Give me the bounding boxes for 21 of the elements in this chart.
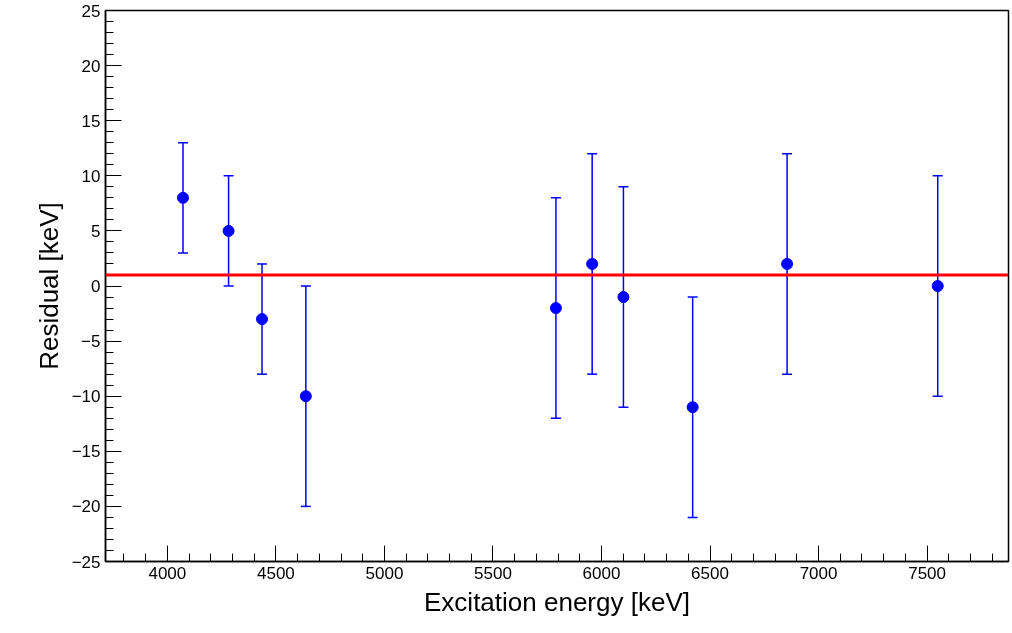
- x-tick-label: 5500: [474, 563, 512, 583]
- y-tick-label: 10: [81, 166, 101, 186]
- y-tick-label: 15: [81, 111, 101, 131]
- y-tick-label: −10: [71, 387, 101, 407]
- y-tick-label: 25: [81, 1, 101, 21]
- x-tick-label: 6500: [691, 563, 729, 583]
- x-tick-label: 7500: [908, 563, 947, 583]
- y-tick-label: −20: [71, 497, 101, 517]
- y-tick-label: −15: [71, 442, 101, 462]
- y-tick-label: 0: [91, 277, 101, 296]
- x-tick-label: 4500: [256, 563, 295, 583]
- y-tick-label: −5: [81, 332, 101, 352]
- x-axis-title: Excitation energy [keV]: [424, 586, 690, 617]
- x-tick-label: 6000: [582, 563, 621, 583]
- y-tick-label: 5: [91, 221, 101, 241]
- y-tick-label: −25: [71, 552, 101, 572]
- y-tick-label: 20: [81, 56, 101, 76]
- x-tick-label: 5000: [365, 563, 404, 583]
- x-tick-label: 7000: [799, 563, 838, 583]
- x-tick-label: 4000: [148, 563, 187, 583]
- y-axis-title: Residual [keV]: [33, 202, 64, 370]
